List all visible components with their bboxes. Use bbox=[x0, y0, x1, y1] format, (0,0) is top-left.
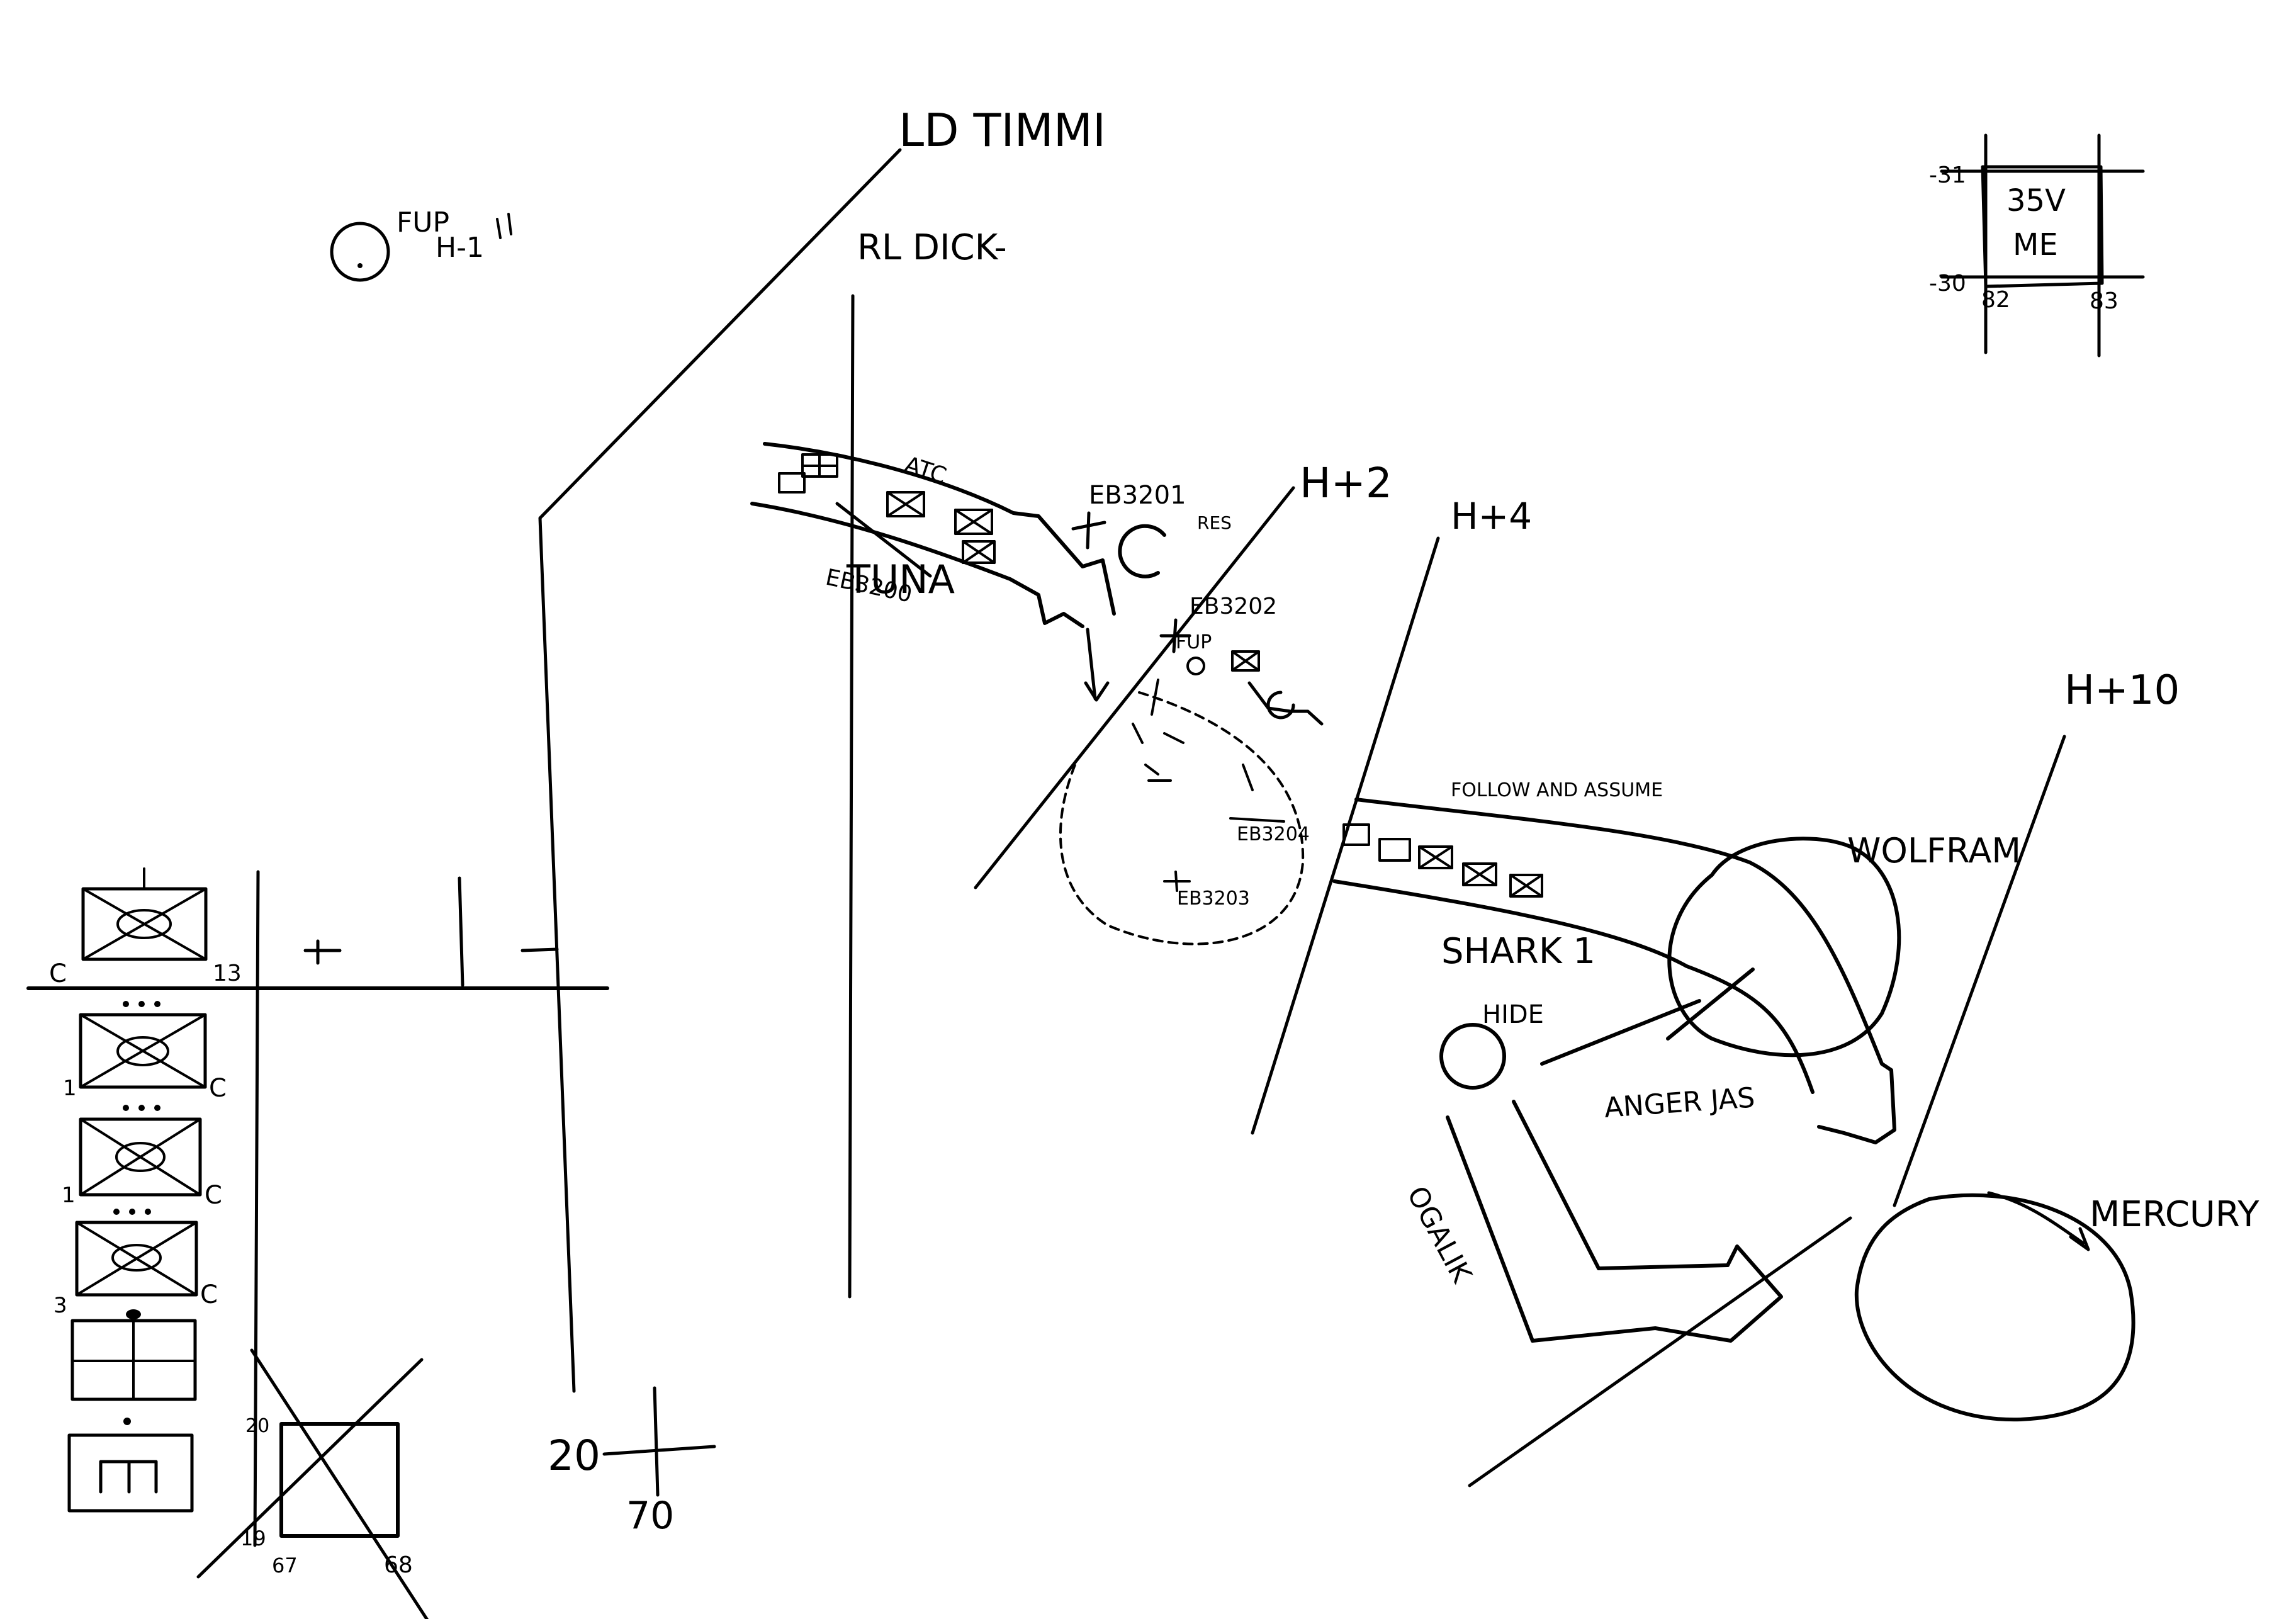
legend-13: 13 bbox=[213, 961, 242, 986]
phase-line-h4: H+4 bbox=[1251, 495, 1532, 1135]
target-eb3203: EB3203 bbox=[1177, 888, 1250, 910]
coord-70: 70 bbox=[626, 1494, 674, 1538]
phase-line-h10: H+10 bbox=[1893, 667, 2180, 1207]
coordinate-cross: 20 70 bbox=[548, 1386, 716, 1538]
label-h2: H+2 bbox=[1300, 459, 1392, 507]
legend-1b: 1 bbox=[62, 1183, 76, 1208]
route-atc-label: ATC bbox=[901, 452, 949, 490]
unit-symbol-shark-1 bbox=[1342, 823, 1370, 846]
unit-symbol-atc-2 bbox=[954, 509, 993, 535]
unit-symbol-atc-3 bbox=[962, 540, 996, 564]
route-shark: FOLLOW AND ASSUME SHARK 1 bbox=[1332, 779, 1896, 1144]
fup-top-time: H-1 bbox=[436, 232, 484, 264]
wolfram-label: WOLFRAM bbox=[1847, 831, 2021, 871]
label-ld-timmi: LD TIMMI bbox=[899, 104, 1106, 157]
grid-bottom-x2: 83 bbox=[2090, 288, 2119, 314]
mercury-label: MERCURY bbox=[2090, 1194, 2259, 1235]
unit-symbol-atc-1 bbox=[886, 491, 925, 517]
route-follow-label: FOLLOW AND ASSUME bbox=[1451, 779, 1663, 801]
grid-bottom-19: 19 bbox=[240, 1526, 266, 1550]
route-tuna: TUNA ATC bbox=[750, 442, 1116, 702]
label-rl-dick: RL DICK- bbox=[857, 227, 1007, 268]
grid-zone-line2: ME bbox=[2013, 227, 2058, 262]
coord-20: 20 bbox=[548, 1431, 600, 1480]
atc-units bbox=[778, 453, 996, 564]
objective-wolfram: WOLFRAM bbox=[1667, 831, 2021, 1058]
legend-c3: C bbox=[205, 1181, 222, 1210]
grid-bottom-20: 20 bbox=[245, 1415, 269, 1437]
phase-line-rl: RL DICK- bbox=[848, 227, 1007, 1299]
ogalik-label: OGALIK bbox=[1400, 1181, 1478, 1289]
legend-unit-6 bbox=[67, 1418, 194, 1513]
target-eb3201: EB3201 bbox=[1089, 481, 1186, 510]
fup-h-1: FUP H-1 bbox=[330, 206, 512, 282]
grid-bottom-left-number: -30 bbox=[1929, 271, 1966, 296]
anger-jas-label: ANGER JAS bbox=[1603, 1081, 1756, 1124]
grid-bottom-x1: 82 bbox=[1981, 287, 2010, 313]
legend-c1: C bbox=[49, 959, 67, 988]
unit-symbol-shark-5 bbox=[1509, 874, 1543, 898]
legend-unit-1: C 13 bbox=[49, 867, 242, 988]
unit-symbol-shark-2 bbox=[1378, 838, 1411, 862]
phase-line-ld: LD TIMMI bbox=[538, 104, 1106, 1393]
unit-symbol-target bbox=[1231, 650, 1260, 672]
label-h4: H+4 bbox=[1451, 495, 1532, 538]
objective-fup-mid: FUP bbox=[1176, 631, 1212, 653]
legend-unit-4: 3 C bbox=[53, 1209, 218, 1318]
grid-zone-line1: 35V bbox=[2006, 183, 2066, 218]
target-eb3202: EB3202 bbox=[1190, 594, 1277, 619]
label-h10: H+10 bbox=[2064, 667, 2180, 714]
grid-bottom-68: 68 bbox=[384, 1552, 413, 1578]
target-eb3204: EB3204 bbox=[1237, 823, 1310, 845]
objective-hide: HIDE bbox=[1439, 1000, 1544, 1090]
grid-bottom-67: 67 bbox=[272, 1554, 298, 1577]
grid-reference-box: -31 -30 82 83 35V ME bbox=[1929, 133, 2145, 358]
fup-top-label: FUP bbox=[397, 206, 449, 239]
legend-c2: C bbox=[209, 1074, 227, 1103]
grid-top-left-number: -31 bbox=[1929, 162, 1966, 188]
legend-unit-2: 1 C bbox=[63, 1001, 227, 1103]
hide-label: HIDE bbox=[1482, 1000, 1544, 1029]
legend-unit-5 bbox=[70, 1309, 197, 1401]
legend-grid bbox=[26, 870, 609, 1547]
phase-line-h2: H+2 bbox=[974, 459, 1392, 889]
unit-symbol-shark-4 bbox=[1462, 862, 1497, 886]
route-shark-label: SHARK 1 bbox=[1441, 931, 1595, 972]
route-tuna-label: TUNA bbox=[846, 556, 955, 602]
legend-1a: 1 bbox=[63, 1076, 77, 1101]
objective-res: RES bbox=[1197, 512, 1232, 533]
bottom-grid-square: 20 19 67 68 bbox=[196, 1348, 429, 1619]
legend-3: 3 bbox=[53, 1293, 67, 1318]
unit-symbol-shark-3 bbox=[1418, 845, 1453, 869]
route-anger-jas: ANGER JAS bbox=[1540, 967, 1756, 1124]
legend-c4: C bbox=[200, 1280, 218, 1309]
legend-unit-3: 1 C bbox=[62, 1105, 222, 1210]
objective-mercury: MERCURY bbox=[1468, 1191, 2259, 1487]
